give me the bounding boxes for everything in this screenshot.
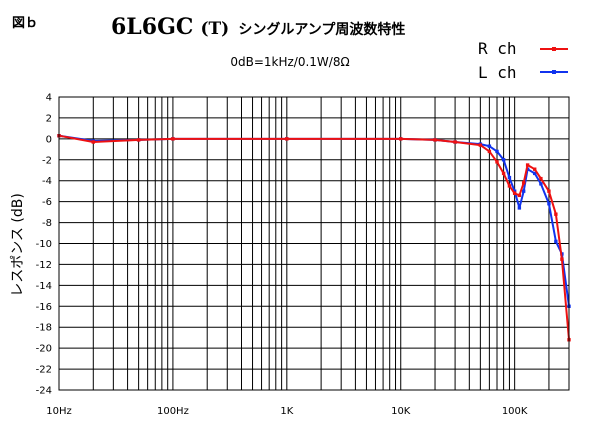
y-tick-label: -4 — [42, 176, 52, 187]
data-point-r — [533, 167, 537, 171]
data-point-l — [487, 144, 492, 148]
data-point-l — [507, 175, 512, 180]
x-tick-labels: 10Hz 100Hz 1K 10K 100K — [46, 406, 528, 417]
y-tick-label: 2 — [46, 113, 52, 124]
data-point-l — [533, 171, 537, 176]
legend-marker-l — [552, 70, 556, 74]
data-point-r — [487, 149, 492, 154]
data-point-r — [91, 140, 95, 144]
x-tick-label: 100K — [502, 406, 528, 417]
figure-label: 図ｂ — [12, 16, 38, 31]
data-point-r — [171, 137, 175, 141]
data-point-r — [478, 143, 483, 147]
data-point-r — [136, 138, 141, 142]
y-tick-label: -2 — [42, 155, 52, 166]
y-tick-label: -22 — [36, 365, 52, 376]
data-point-r — [554, 212, 558, 216]
data-point-r — [512, 191, 517, 195]
data-point-r — [453, 140, 457, 144]
data-point-r — [525, 163, 530, 167]
y-tick-label: -8 — [42, 218, 52, 229]
legend-label-l: L ch — [478, 63, 517, 82]
y-tick-label: -24 — [36, 386, 52, 397]
legend-marker-r — [552, 47, 556, 51]
data-point-l — [512, 189, 517, 193]
y-tick-label: -18 — [36, 323, 52, 334]
x-tick-label: 10Hz — [46, 406, 72, 417]
title-tube-mark: (T) — [200, 19, 229, 39]
data-series — [57, 134, 571, 342]
legend: R ch L ch — [478, 39, 568, 82]
series-line-r — [58, 134, 570, 340]
y-tick-label: 0 — [46, 134, 52, 145]
y-tick-label: -6 — [42, 197, 52, 208]
data-point-l — [521, 189, 526, 193]
y-tick-label: -14 — [36, 281, 52, 292]
plot-grid — [58, 96, 570, 391]
y-axis-label: レスポンス (dB) — [10, 193, 26, 297]
data-point-r — [501, 171, 506, 176]
data-point-l — [554, 239, 558, 244]
series-line-l — [58, 134, 570, 307]
data-point-r — [521, 181, 526, 185]
title-suffix: シングルアンプ周波数特性 — [238, 21, 405, 38]
y-tick-labels: 4 2 0 -2 -4 -6 -8 -10 -12 -14 -16 -18 -20 -22 -24 — [36, 93, 52, 397]
data-point-r — [285, 137, 289, 141]
x-tick-label: 100Hz — [157, 406, 189, 417]
plot-frame — [58, 96, 570, 391]
x-tick-label: 1K — [280, 406, 293, 417]
data-point-r — [507, 184, 512, 188]
data-point-l — [539, 182, 543, 186]
y-tick-label: -20 — [36, 344, 52, 355]
y-tick-label: -10 — [36, 239, 52, 250]
measurement-condition: 0dB=1kHz/0.1W/8Ω — [230, 55, 349, 69]
title-model: 6L6GC — [111, 14, 193, 40]
data-point-l — [495, 149, 499, 154]
data-point-r — [399, 137, 403, 141]
data-point-r — [433, 138, 437, 142]
data-point-r — [539, 176, 543, 181]
y-tick-label: 4 — [46, 93, 52, 104]
y-tick-label: -16 — [36, 302, 52, 313]
data-point-l — [517, 206, 522, 210]
data-point-l — [547, 202, 551, 206]
chart-title: 6L6GC (T) シングルアンプ周波数特性 — [111, 14, 405, 40]
y-tick-label: -12 — [36, 260, 52, 271]
data-point-r — [495, 160, 499, 164]
data-point-r — [560, 257, 564, 261]
legend-label-r: R ch — [478, 39, 517, 58]
data-point-l — [501, 158, 506, 162]
x-tick-label: 10K — [391, 406, 411, 417]
data-point-r — [547, 189, 551, 193]
data-point-r — [517, 193, 522, 198]
